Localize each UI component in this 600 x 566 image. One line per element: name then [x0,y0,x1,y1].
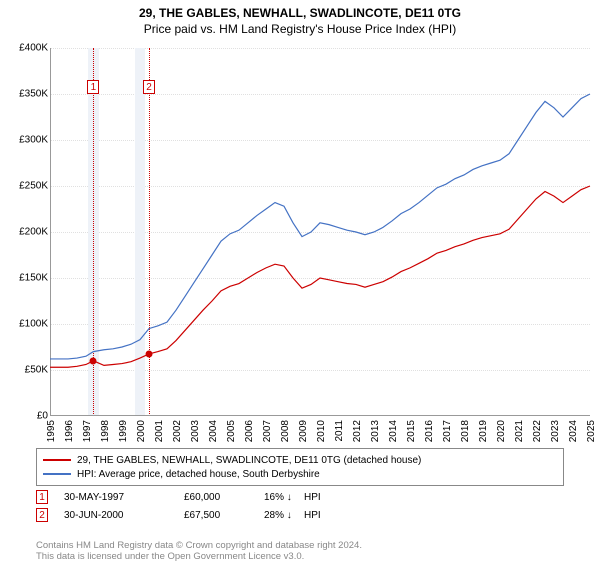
x-tick-label: 2000 [136,420,147,442]
y-tick-label: £400K [2,43,48,54]
x-tick-label: 1998 [100,420,111,442]
series-hpi [50,94,590,359]
x-tick-label: 2025 [586,420,597,442]
y-tick-label: £0 [2,411,48,422]
sale-dot [90,357,97,364]
x-tick-label: 2005 [226,420,237,442]
x-tick-label: 2003 [190,420,201,442]
chart-title: 29, THE GABLES, NEWHALL, SWADLINCOTE, DE… [0,6,600,20]
x-tick-label: 2002 [172,420,183,442]
legend-label: HPI: Average price, detached house, Sout… [77,469,320,480]
x-tick-label: 2012 [352,420,363,442]
marker-box: 1 [87,80,99,94]
x-tick-label: 2022 [532,420,543,442]
x-tick-label: 2007 [262,420,273,442]
x-tick-label: 1996 [64,420,75,442]
x-tick-label: 2023 [550,420,561,442]
y-tick-label: £300K [2,135,48,146]
x-tick-label: 2008 [280,420,291,442]
legend-label: 29, THE GABLES, NEWHALL, SWADLINCOTE, DE… [77,455,421,466]
event-price: £67,500 [184,510,264,521]
event-row: 2 30-JUN-2000£67,50028% ↓HPI [36,508,344,522]
legend: 29, THE GABLES, NEWHALL, SWADLINCOTE, DE… [36,448,564,486]
event-row: 1 30-MAY-1997£60,00016% ↓HPI [36,490,344,504]
event-pct: 28% ↓ [264,510,304,521]
x-tick-label: 2006 [244,420,255,442]
x-tick-label: 2013 [370,420,381,442]
y-tick-label: £200K [2,227,48,238]
series-lines [50,48,590,416]
x-tick-label: 2009 [298,420,309,442]
legend-swatch [43,459,71,461]
x-tick-label: 2004 [208,420,219,442]
chart-container: { "title": "29, THE GABLES, NEWHALL, SWA… [0,6,600,566]
x-tick-label: 2017 [442,420,453,442]
x-tick-label: 2011 [334,420,345,442]
y-tick-label: £100K [2,319,48,330]
event-vs: HPI [304,492,344,503]
x-tick-label: 2010 [316,420,327,442]
x-tick-label: 1997 [82,420,93,442]
y-tick-label: £50K [2,365,48,376]
x-tick-label: 2019 [478,420,489,442]
event-date: 30-JUN-2000 [64,510,184,521]
event-marker-box: 2 [36,508,48,522]
x-tick-label: 2020 [496,420,507,442]
legend-swatch [43,473,71,475]
y-tick-label: £250K [2,181,48,192]
legend-item: 29, THE GABLES, NEWHALL, SWADLINCOTE, DE… [43,453,557,467]
event-price: £60,000 [184,492,264,503]
legend-item: HPI: Average price, detached house, Sout… [43,467,557,481]
marker-box: 2 [143,80,155,94]
x-tick-label: 2018 [460,420,471,442]
x-tick-label: 2016 [424,420,435,442]
x-tick-label: 2001 [154,420,165,442]
chart-subtitle: Price paid vs. HM Land Registry's House … [0,22,600,36]
y-tick-label: £350K [2,89,48,100]
x-tick-label: 2021 [514,420,525,442]
x-tick-label: 2024 [568,420,579,442]
footer-line-2: This data is licensed under the Open Gov… [36,551,362,562]
event-pct: 16% ↓ [264,492,304,503]
x-tick-label: 1995 [46,420,57,442]
sale-dot [146,350,153,357]
event-marker-box: 1 [36,490,48,504]
event-vs: HPI [304,510,344,521]
x-tick-label: 1999 [118,420,129,442]
y-tick-label: £150K [2,273,48,284]
event-date: 30-MAY-1997 [64,492,184,503]
series-property [50,186,590,367]
x-tick-label: 2014 [388,420,399,442]
footer-line-1: Contains HM Land Registry data © Crown c… [36,540,362,551]
x-tick-label: 2015 [406,420,417,442]
footer: Contains HM Land Registry data © Crown c… [36,540,362,562]
